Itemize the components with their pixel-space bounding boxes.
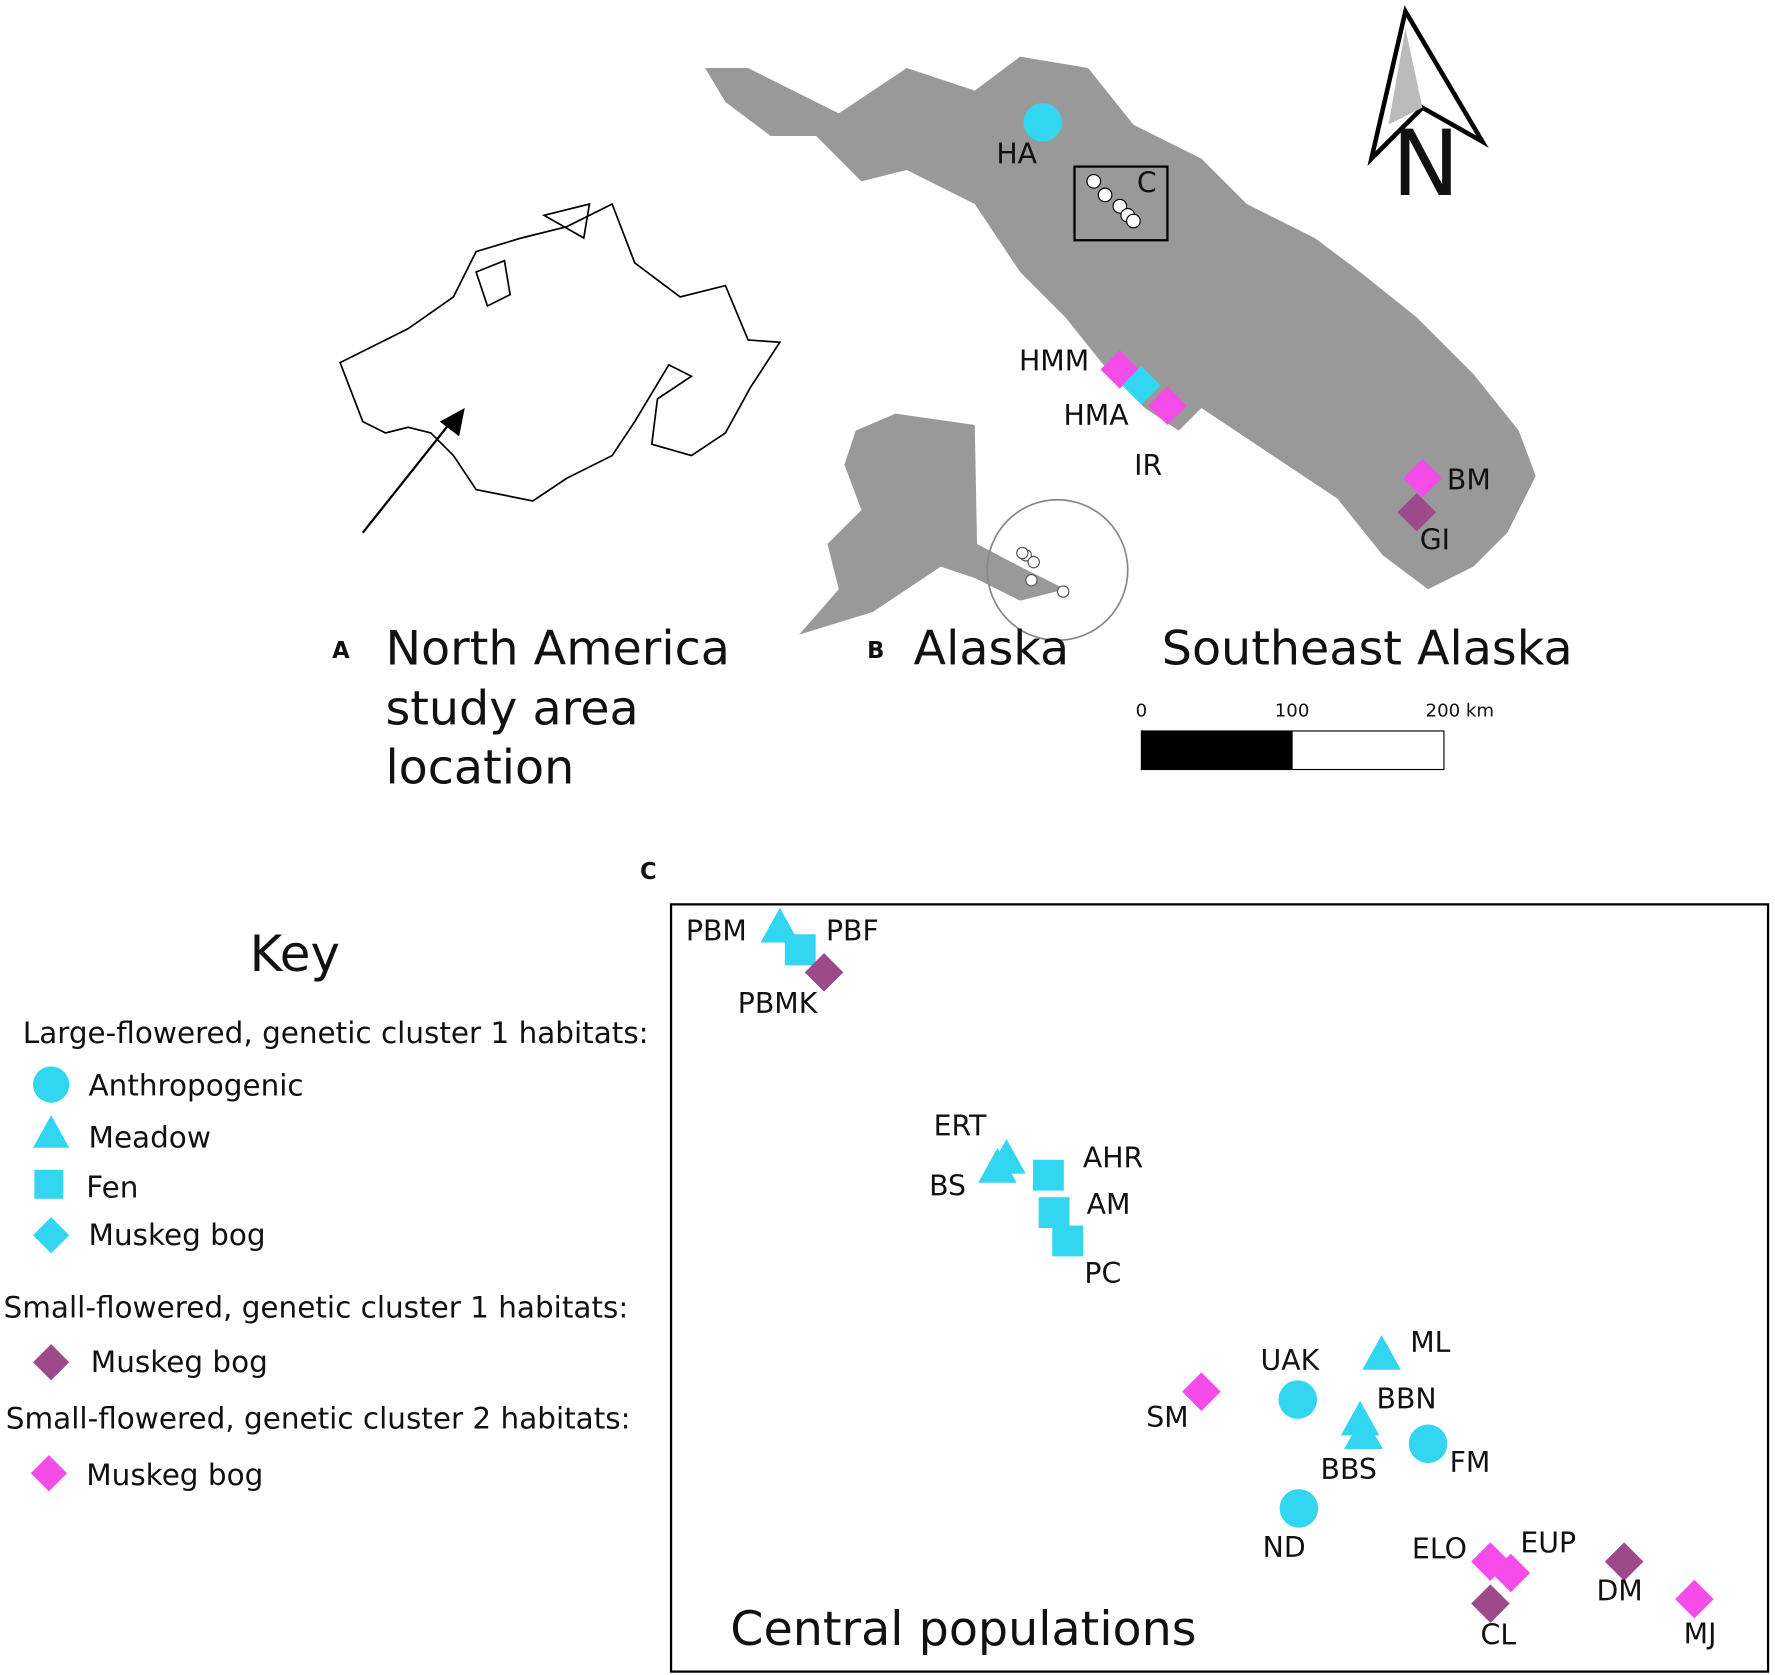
- marker-triangle: [978, 1148, 1017, 1183]
- site-label: AM: [1087, 1188, 1131, 1221]
- marker-triangle: [760, 907, 800, 943]
- panel-title: Southeast Alaska: [1162, 622, 1573, 677]
- site-label: PBF: [826, 915, 879, 948]
- marker-diamond: [1675, 1579, 1714, 1619]
- arrow-head: [439, 407, 465, 437]
- marker-diamond: [1397, 492, 1437, 532]
- site-label: BBN: [1377, 1383, 1437, 1416]
- marker-circle: [1408, 1424, 1448, 1464]
- site-label: BM: [1447, 464, 1491, 497]
- site-label: GI: [1420, 524, 1450, 557]
- site-label: EUP: [1520, 1527, 1576, 1560]
- key-item: Meadow: [89, 1120, 211, 1154]
- key-heading: Small-flowered, genetic cluster 1 habita…: [4, 1290, 629, 1324]
- panel-letter: A: [332, 638, 350, 664]
- panel-title: Central populations: [730, 1602, 1196, 1657]
- north-label: N: [1392, 112, 1460, 217]
- site-dot: [1086, 173, 1102, 189]
- key-item: Muskeg bog: [91, 1345, 268, 1379]
- site-dot: [1027, 555, 1040, 569]
- site-label: IR: [1134, 449, 1162, 482]
- scale-label: 100: [1275, 701, 1310, 722]
- panel-letter: C: [640, 859, 657, 885]
- key-item: Fen: [86, 1170, 138, 1204]
- site-label: BS: [929, 1170, 966, 1203]
- scale-label: 200 km: [1426, 701, 1495, 722]
- site-label: UAK: [1260, 1344, 1320, 1377]
- site-label: AHR: [1083, 1141, 1143, 1174]
- site-label: FM: [1450, 1446, 1491, 1479]
- site-label: SM: [1146, 1401, 1188, 1434]
- site-label: DM: [1596, 1574, 1642, 1607]
- site-label: PBM: [686, 915, 747, 948]
- site-label: MJ: [1684, 1617, 1717, 1650]
- marker-circle: [1278, 1380, 1318, 1419]
- north-america-outline: [339, 202, 782, 502]
- marker-circle: [33, 1066, 70, 1103]
- marker-diamond: [30, 1455, 67, 1492]
- marker-square: [784, 934, 816, 966]
- site-label: HMA: [1063, 399, 1129, 432]
- key-item: Muskeg bog: [86, 1458, 263, 1492]
- inset-circle: [986, 498, 1129, 642]
- key-title: Key: [250, 925, 340, 983]
- location-arrow: [361, 420, 453, 534]
- panel-letter: B: [867, 638, 884, 664]
- site-label: PC: [1084, 1257, 1121, 1290]
- site-dot: [1056, 585, 1070, 598]
- marker-triangle: [1362, 1335, 1401, 1370]
- scale-black: [1140, 730, 1293, 771]
- marker-diamond: [33, 1344, 70, 1381]
- alaska-land: [799, 413, 1066, 635]
- marker-triangle: [1344, 1414, 1383, 1450]
- site-label: HA: [996, 137, 1037, 170]
- site-dot: [1016, 546, 1029, 560]
- key-item: Muskeg bog: [89, 1218, 266, 1252]
- inset-title: Alaska: [914, 622, 1070, 677]
- site-label: CL: [1481, 1618, 1517, 1651]
- key-heading: Small-flowered, genetic cluster 2 habita…: [6, 1402, 631, 1436]
- panel-title: North America: [385, 622, 729, 677]
- panel-title: location: [385, 741, 574, 796]
- north-arrow-hatch: [1388, 28, 1423, 125]
- panel-title: study area: [385, 682, 638, 737]
- site-label: PBMK: [738, 987, 819, 1020]
- southeast-alaska-land: [705, 56, 1536, 590]
- inset-box: [1073, 165, 1169, 242]
- key-heading: Large-flowered, genetic cluster 1 habita…: [23, 1016, 649, 1050]
- marker-square: [1038, 1197, 1070, 1229]
- marker-circle: [1023, 103, 1063, 142]
- marker-triangle: [33, 1115, 70, 1148]
- marker-circle: [1279, 1489, 1319, 1528]
- site-label: ERT: [934, 1110, 988, 1143]
- marker-diamond: [33, 1217, 70, 1254]
- panel-c-frame: [669, 903, 1770, 1673]
- site-label: ND: [1263, 1531, 1306, 1564]
- site-label: HMM: [1019, 345, 1089, 378]
- site-label: BBS: [1321, 1453, 1377, 1486]
- site-label: ELO: [1412, 1532, 1467, 1565]
- site-dot: [1025, 574, 1038, 587]
- site-label: ML: [1410, 1326, 1450, 1359]
- scale-label: 0: [1136, 701, 1148, 722]
- marker-diamond: [804, 953, 844, 992]
- marker-diamond: [1122, 366, 1161, 405]
- key-item: Anthropogenic: [89, 1068, 304, 1102]
- marker-square: [1033, 1159, 1064, 1191]
- scale-white: [1291, 730, 1445, 771]
- marker-square: [34, 1169, 64, 1199]
- marker-diamond: [1403, 458, 1442, 498]
- box-label: C: [1137, 167, 1157, 200]
- marker-diamond: [1471, 1584, 1510, 1623]
- marker-square: [1052, 1225, 1084, 1257]
- site-dot: [1097, 187, 1113, 203]
- site-dot: [1126, 213, 1141, 229]
